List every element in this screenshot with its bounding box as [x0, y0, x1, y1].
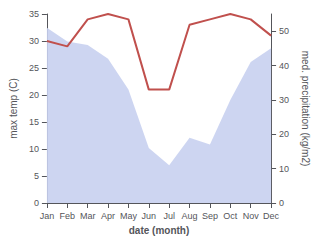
svg-text:30: 30 [29, 36, 39, 46]
svg-text:35: 35 [29, 9, 39, 19]
svg-text:20: 20 [279, 129, 289, 139]
svg-text:Nov: Nov [243, 211, 260, 221]
svg-text:15: 15 [29, 117, 39, 127]
svg-text:30: 30 [279, 95, 289, 105]
svg-text:May: May [120, 211, 138, 221]
svg-text:Apr: Apr [101, 211, 115, 221]
svg-text:Dec: Dec [263, 211, 280, 221]
svg-text:5: 5 [34, 171, 39, 181]
svg-text:40: 40 [279, 61, 289, 71]
svg-text:25: 25 [29, 63, 39, 73]
svg-text:Aug: Aug [182, 211, 198, 221]
svg-text:10: 10 [279, 164, 289, 174]
svg-text:50: 50 [279, 26, 289, 36]
svg-text:20: 20 [29, 90, 39, 100]
svg-text:Jul: Jul [163, 211, 175, 221]
svg-text:Mar: Mar [80, 211, 96, 221]
svg-text:0: 0 [279, 198, 284, 208]
svg-text:med. precipitation (kg/m2): med. precipitation (kg/m2) [300, 51, 311, 167]
svg-text:date (month): date (month) [129, 225, 190, 236]
svg-text:Jan: Jan [40, 211, 55, 221]
svg-text:max temp (C): max temp (C) [8, 78, 19, 139]
svg-text:0: 0 [34, 198, 39, 208]
svg-text:Oct: Oct [223, 211, 238, 221]
svg-text:Sep: Sep [202, 211, 218, 221]
svg-text:Feb: Feb [60, 211, 76, 221]
svg-text:Jun: Jun [142, 211, 157, 221]
svg-text:10: 10 [29, 144, 39, 154]
